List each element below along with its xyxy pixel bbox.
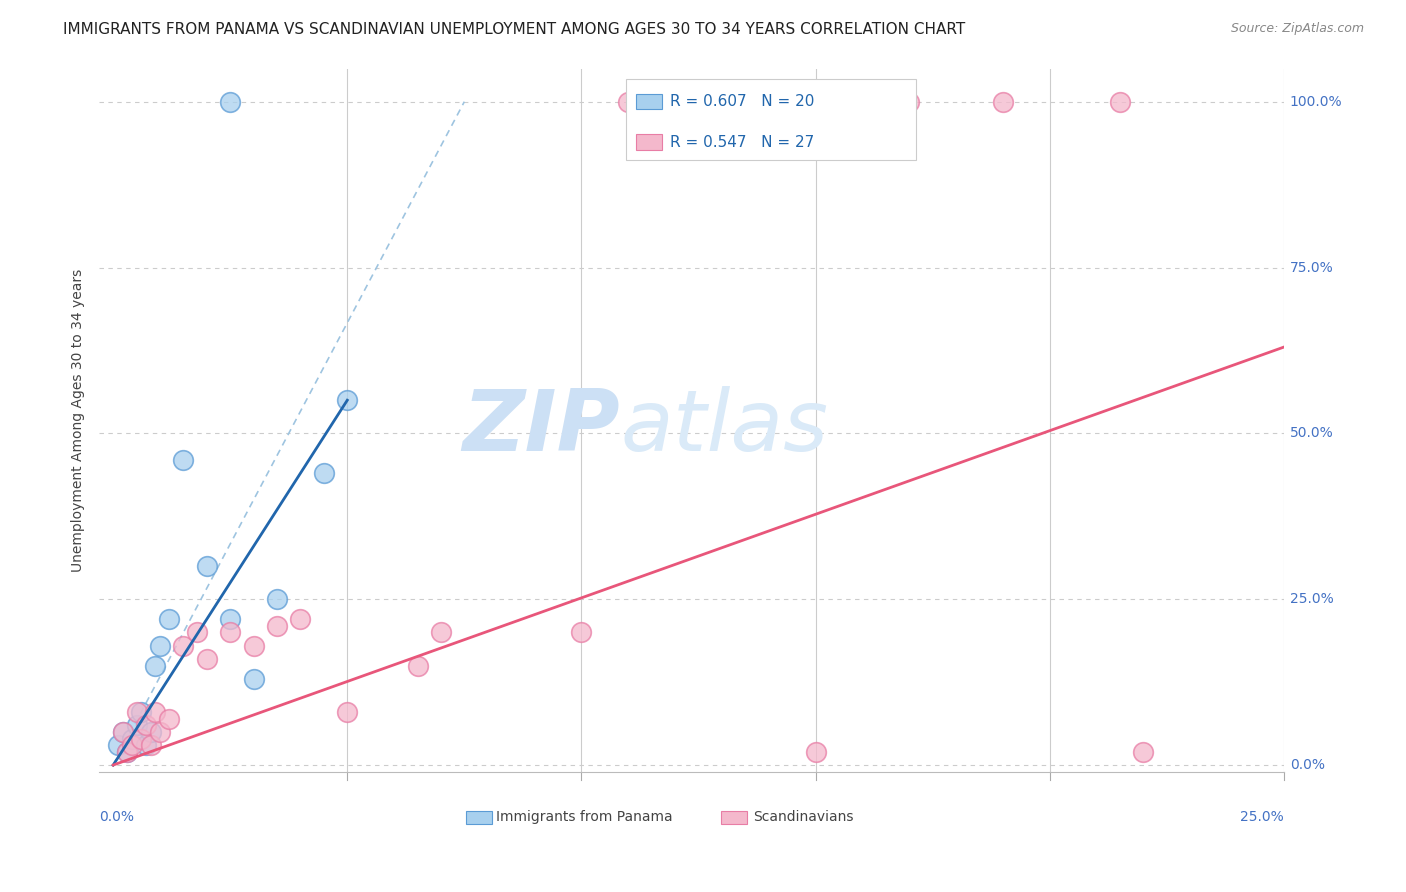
Point bbox=[111, 725, 134, 739]
Point bbox=[121, 738, 143, 752]
Text: Scandinavians: Scandinavians bbox=[754, 811, 853, 824]
Point bbox=[336, 705, 359, 719]
Point bbox=[664, 95, 686, 109]
Text: ZIP: ZIP bbox=[463, 385, 620, 468]
FancyBboxPatch shape bbox=[636, 135, 662, 150]
Text: Source: ZipAtlas.com: Source: ZipAtlas.com bbox=[1230, 22, 1364, 36]
Point bbox=[125, 718, 148, 732]
FancyBboxPatch shape bbox=[626, 79, 917, 160]
Point bbox=[157, 712, 180, 726]
Text: 25.0%: 25.0% bbox=[1240, 810, 1284, 824]
Point bbox=[139, 738, 162, 752]
Point bbox=[149, 639, 172, 653]
Point bbox=[617, 95, 640, 109]
Text: R = 0.547   N = 27: R = 0.547 N = 27 bbox=[671, 135, 814, 150]
Point bbox=[290, 612, 312, 626]
Y-axis label: Unemployment Among Ages 30 to 34 years: Unemployment Among Ages 30 to 34 years bbox=[72, 268, 86, 572]
Text: 75.0%: 75.0% bbox=[1289, 260, 1333, 275]
Point bbox=[139, 725, 162, 739]
Point bbox=[121, 731, 143, 746]
Text: IMMIGRANTS FROM PANAMA VS SCANDINAVIAN UNEMPLOYMENT AMONG AGES 30 TO 34 YEARS CO: IMMIGRANTS FROM PANAMA VS SCANDINAVIAN U… bbox=[63, 22, 966, 37]
Point bbox=[219, 95, 242, 109]
Point bbox=[242, 639, 264, 653]
Point bbox=[107, 738, 129, 752]
Point bbox=[186, 625, 208, 640]
Point bbox=[135, 718, 157, 732]
Point bbox=[430, 625, 453, 640]
Text: atlas: atlas bbox=[620, 385, 828, 468]
Point bbox=[129, 705, 152, 719]
Point bbox=[266, 592, 288, 607]
Text: 50.0%: 50.0% bbox=[1289, 426, 1333, 441]
FancyBboxPatch shape bbox=[721, 811, 747, 823]
Point bbox=[157, 612, 180, 626]
Point bbox=[219, 612, 242, 626]
Point bbox=[804, 745, 827, 759]
Point bbox=[115, 745, 138, 759]
Point bbox=[406, 658, 429, 673]
Point bbox=[734, 95, 756, 109]
FancyBboxPatch shape bbox=[467, 811, 492, 823]
Point bbox=[111, 725, 134, 739]
Point bbox=[312, 466, 335, 480]
Point bbox=[125, 705, 148, 719]
Point bbox=[143, 705, 166, 719]
Point bbox=[219, 625, 242, 640]
Text: R = 0.607   N = 20: R = 0.607 N = 20 bbox=[671, 95, 814, 109]
Point bbox=[149, 725, 172, 739]
Text: Immigrants from Panama: Immigrants from Panama bbox=[496, 811, 672, 824]
Point bbox=[991, 95, 1014, 109]
FancyBboxPatch shape bbox=[636, 94, 662, 110]
Text: 100.0%: 100.0% bbox=[1289, 95, 1343, 109]
Point bbox=[135, 738, 157, 752]
Point bbox=[1108, 95, 1130, 109]
Point bbox=[129, 731, 152, 746]
Point bbox=[143, 658, 166, 673]
Point bbox=[898, 95, 921, 109]
Point bbox=[172, 639, 194, 653]
Text: 25.0%: 25.0% bbox=[1289, 592, 1333, 607]
Point bbox=[336, 393, 359, 408]
Point bbox=[266, 619, 288, 633]
Text: 0.0%: 0.0% bbox=[100, 810, 134, 824]
Point bbox=[115, 745, 138, 759]
Point bbox=[1132, 745, 1154, 759]
Point bbox=[195, 652, 218, 666]
Point bbox=[172, 453, 194, 467]
Text: 0.0%: 0.0% bbox=[1289, 758, 1324, 772]
Point bbox=[242, 672, 264, 686]
Point bbox=[571, 625, 593, 640]
Point bbox=[195, 559, 218, 574]
